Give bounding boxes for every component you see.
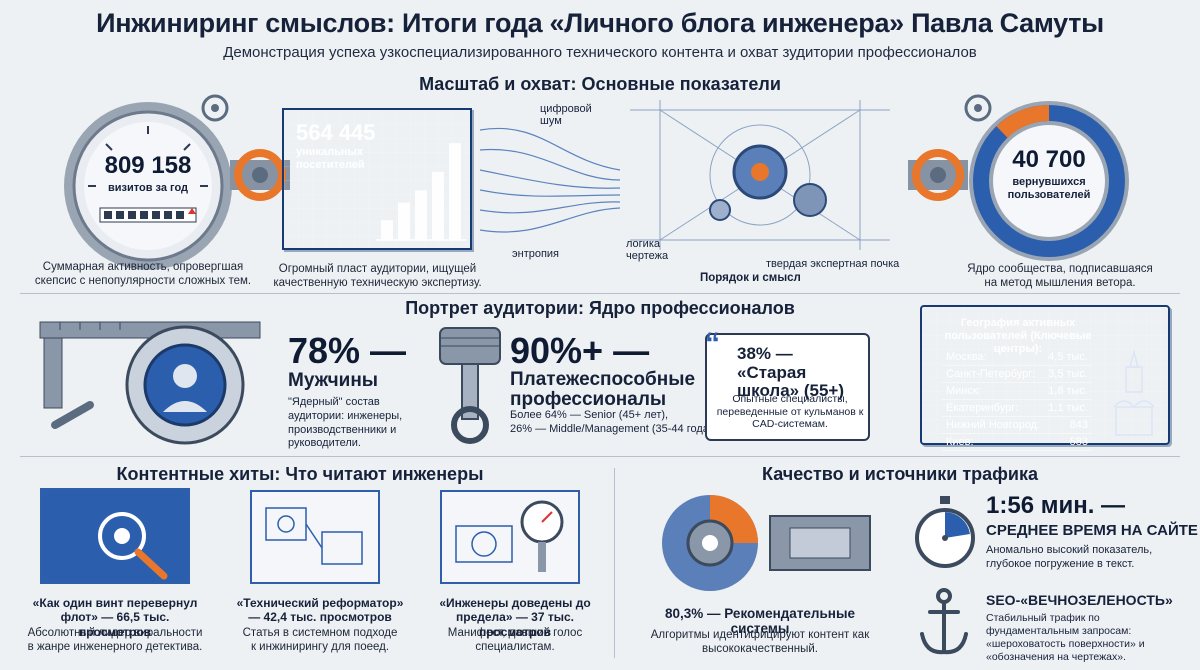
page-subtitle: Демонстрация успеха узкоспециализированн… — [223, 44, 977, 61]
visitors-chart-panel: 564 445 уникальных посетителей — [282, 108, 472, 250]
returning-caption: Ядро сообщества, подписавшаяся на метод … — [967, 263, 1153, 290]
point-label: твердая экспертная почка — [766, 258, 900, 270]
quality-section-title: Качество и источники трафика — [761, 464, 1039, 484]
returning-value: 40 700 — [1012, 146, 1086, 173]
seo-caption: Стабильный трафик по фундаментальным зап… — [986, 612, 1145, 664]
returning-label: вернувшихся пользователей — [1007, 176, 1091, 201]
old-school-caption: Опытные специалисты, переведенные от кул… — [716, 393, 864, 431]
hit-caption-1: Абсолютный лидер виральности в жанре инж… — [27, 627, 203, 654]
section-divider — [20, 456, 1180, 457]
blueprint-icon — [265, 507, 363, 565]
city-name: Санкт-Петербург: — [946, 368, 1036, 380]
city-name: Москва: — [946, 351, 987, 363]
entropy-label: энтропия — [512, 248, 560, 260]
visits-gauge: 809 158 визитов за год — [58, 96, 238, 276]
pipe-connector-icon — [908, 149, 968, 201]
quote-icon: “ — [705, 327, 720, 360]
table-row: Нижний Новгород: 843 — [942, 417, 1092, 434]
time-label: СРЕДНЕЕ ВРЕМЯ НА САЙТЕ — [986, 522, 1198, 539]
solvent-label: Платежеспособные профессионалы — [510, 369, 696, 410]
time-caption: Аномально высокий показатель, глубокое п… — [986, 544, 1153, 570]
city-name: Нижний Новгород: — [946, 419, 1041, 431]
hit-title-1: «Как один винт перевернул флот» — 66,5 т… — [32, 596, 198, 639]
geo-title: География активных пользователей (Ключев… — [944, 317, 1092, 356]
solvent-line-1: Более 64% — Senior (45+ лет), — [510, 409, 669, 421]
caliper-bearing-illustration — [39, 321, 261, 445]
chart-bar — [415, 190, 427, 240]
solvent-value: 90%+ — — [510, 330, 650, 371]
visits-caption: Суммарная активность, опровергшая скепси… — [34, 261, 252, 288]
city-value: 583 — [1069, 436, 1088, 448]
section-divider — [20, 293, 1180, 294]
table-row: Москва: 4,5 тыс. — [942, 349, 1092, 366]
visits-label: визитов за год — [107, 182, 189, 194]
hit-image-3 — [440, 490, 580, 584]
anchor-icon — [920, 588, 968, 655]
chart-bar — [381, 220, 393, 240]
visitors-value: 564 445 — [296, 120, 376, 145]
stopwatch-icon — [915, 496, 975, 568]
hit-image-1 — [40, 488, 190, 584]
city-value: 843 — [1069, 419, 1088, 431]
ring-gauge-icon — [969, 101, 1129, 261]
visitors-bar-chart — [376, 143, 466, 241]
recommend-gear-illustration — [662, 495, 871, 591]
gauge-icon — [64, 102, 232, 270]
men-label: Мужчины — [288, 370, 379, 391]
hit-title-3: «Инженеры доведены до предела» — 37 тыс.… — [439, 596, 591, 639]
visitors-label: уникальных посетителей — [296, 146, 365, 171]
chart-bar — [449, 143, 461, 240]
hit-caption-3: Манифест, давший голос специалистам. — [447, 627, 583, 654]
hits-section-title: Контентные хиты: Что читают инженеры — [116, 464, 484, 484]
chart-bar — [398, 202, 410, 240]
visitors-caption: Огромный пласт аудитории, ищущей качеств… — [273, 263, 482, 290]
table-row: Санкт-Петербург: 3,5 тыс. — [942, 366, 1092, 383]
hit-title-2: «Технический реформатор» — 42,4 тыс. про… — [236, 596, 404, 625]
landmark-icon — [1113, 349, 1155, 436]
order-label: Порядок и смысл — [700, 272, 801, 284]
geo-table: Москва: 4,5 тыс. Санкт-Петербург: 3,5 тыс.… — [942, 349, 1092, 451]
pressure-gauge-icon — [455, 500, 564, 572]
column-divider — [614, 468, 615, 658]
time-value: 1:56 мин. — — [986, 492, 1126, 519]
recommend-caption: Алгоритмы идентифицируют контент как выс… — [650, 629, 870, 656]
magnifier-icon — [98, 512, 168, 580]
table-row: Киев: 583 — [942, 434, 1092, 451]
city-value: 1,1 тыс. — [1048, 402, 1088, 414]
piston-icon — [439, 327, 501, 444]
city-name: Киев: — [946, 436, 974, 448]
audience-section-title: Портрет аудитории: Ядро профессионалов — [405, 298, 795, 318]
page-title: Инжиниринг смыслов: Итоги года «Личного … — [96, 8, 1104, 38]
old-school-quote-card: “ 38% — «Старая школа» (55+) Опытные спе… — [705, 327, 870, 441]
gear-icon — [964, 94, 992, 122]
returning-gauge: 40 700 вернувшихся пользователей — [962, 94, 1136, 268]
city-value: 1,8 тыс. — [1048, 385, 1088, 397]
solvent-line-2: 26% — Middle/Management (35-44 года). — [510, 423, 716, 435]
pipe-connector-icon — [230, 149, 290, 201]
hit-caption-2: Статья в системном подходе к инжинирингу… — [242, 627, 398, 654]
table-row: Минск: 1,8 тыс. — [942, 383, 1092, 400]
men-value: 78% — — [288, 330, 407, 371]
seo-title: SEO-«ВЕЧНОЗЕЛЕНОСТЬ» — [986, 592, 1173, 608]
chart-bar — [432, 171, 444, 240]
recommend-title: 80,3% — Рекомендательные системы — [664, 606, 855, 636]
city-value: 4,5 тыс. — [1048, 351, 1088, 363]
logic-label: логика чертежа — [626, 238, 669, 263]
noise-to-order-diagram — [480, 100, 890, 250]
city-name: Екатеринбург: — [946, 402, 1019, 414]
old-school-title: 38% — «Старая школа» (55+) — [737, 344, 845, 401]
gear-icon — [201, 94, 229, 122]
men-caption: "Ядерный" состав аудитории: инженеры, пр… — [288, 396, 403, 450]
city-value: 3,5 тыс. — [1048, 368, 1088, 380]
noise-label: цифровой шум — [540, 103, 592, 128]
visits-value: 809 158 — [104, 152, 192, 179]
geo-panel: География активных пользователей (Ключев… — [920, 305, 1170, 451]
city-name: Минск: — [946, 385, 981, 397]
table-row: Екатеринбург: 1,1 тыс. — [942, 400, 1092, 417]
hit-image-2 — [250, 490, 380, 584]
scale-section-title: Масштаб и охват: Основные показатели — [419, 74, 781, 94]
